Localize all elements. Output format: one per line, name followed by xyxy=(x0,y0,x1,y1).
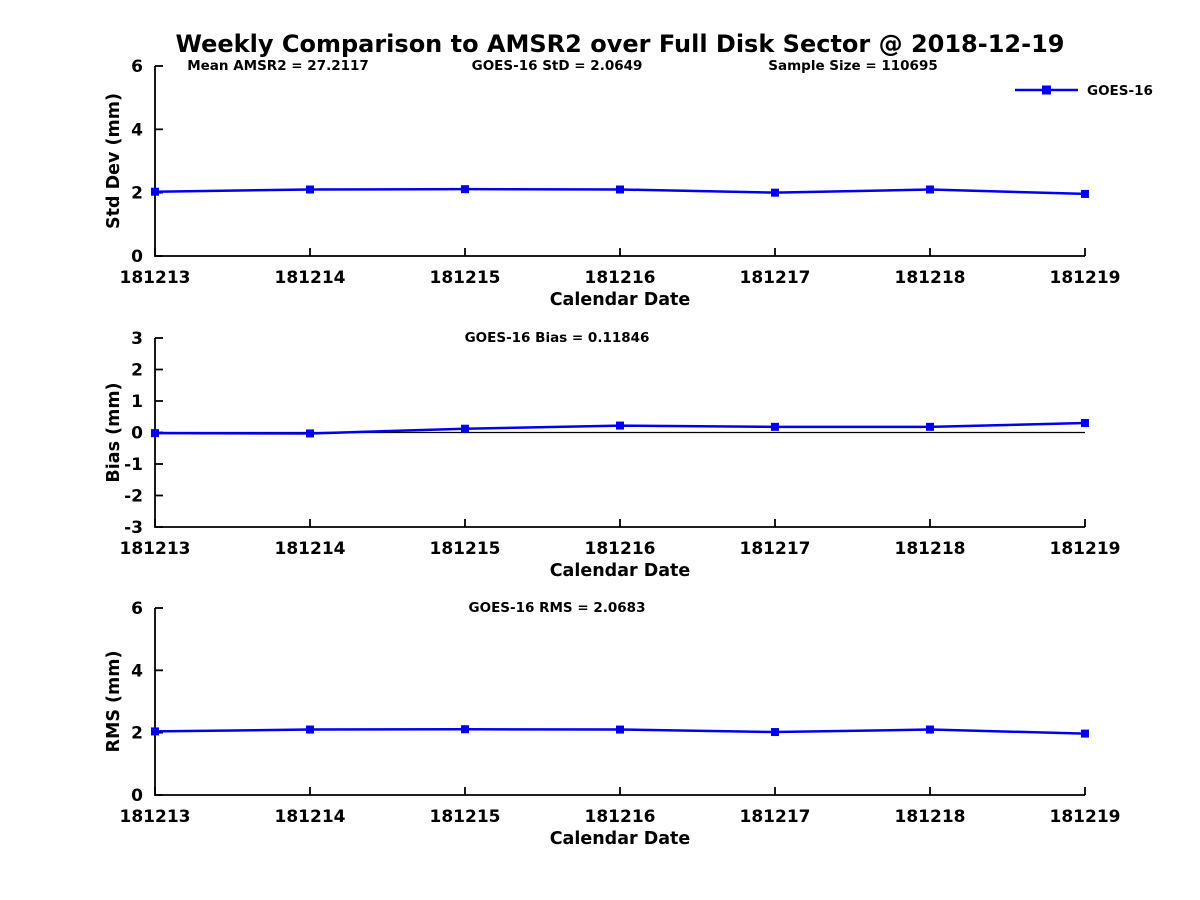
data-point-marker xyxy=(771,188,779,197)
subplot-bias: -3 -2 -1 0 1 2 3 181213 181214 181215 181216 181217… xyxy=(104,329,1120,581)
x-tick-label: 181217 xyxy=(740,268,811,288)
y-tick-label: 2 xyxy=(131,184,143,204)
data-point-marker xyxy=(771,728,779,737)
x-tick-label: 181218 xyxy=(895,268,966,288)
x-tick-label: 181213 xyxy=(120,268,191,288)
data-point-marker xyxy=(926,725,934,734)
y-tick-label: -1 xyxy=(124,455,143,475)
x-tick-label: 181213 xyxy=(120,539,191,559)
y-tick-label: 0 xyxy=(131,247,143,267)
x-tick-label: 181219 xyxy=(1050,268,1121,288)
legend-label: GOES-16 xyxy=(1087,83,1153,99)
data-point-marker xyxy=(151,429,159,438)
subplot-std-dev: 0 2 4 6 181213 181214 181215 181216 181217 181218… xyxy=(104,57,1153,310)
y-axis-label: RMS (mm) xyxy=(104,650,124,752)
data-point-marker xyxy=(461,725,469,734)
y-tick-label: 4 xyxy=(131,120,143,140)
x-tick-label: 181217 xyxy=(740,539,811,559)
y-axis-label: Std Dev (mm) xyxy=(104,93,124,229)
y-tick-label: 1 xyxy=(131,392,143,412)
y-tick-label: 3 xyxy=(131,329,143,349)
y-tick-label: 2 xyxy=(131,724,143,744)
data-point-marker xyxy=(461,424,469,433)
y-tick-label: 2 xyxy=(131,361,143,381)
data-point-marker xyxy=(1081,419,1089,428)
y-tick-label: 4 xyxy=(131,661,143,681)
y-tick-label: 0 xyxy=(131,786,143,806)
x-tick-label: 181218 xyxy=(895,807,966,827)
x-tick-label: 181216 xyxy=(585,539,656,559)
x-tick-label: 181219 xyxy=(1050,539,1121,559)
data-point-marker xyxy=(151,727,159,736)
annotation: GOES-16 RMS = 2.0683 xyxy=(469,600,646,616)
data-point-marker xyxy=(151,187,159,196)
data-point-marker xyxy=(461,185,469,194)
x-tick-label: 181214 xyxy=(275,268,346,288)
x-tick-label: 181219 xyxy=(1050,807,1121,827)
y-tick-label: 6 xyxy=(131,57,143,77)
axes-spines xyxy=(154,608,1085,796)
y-tick-label: -2 xyxy=(124,487,143,507)
annotation: GOES-16 StD = 2.0649 xyxy=(472,58,643,74)
x-tick-label: 181216 xyxy=(585,807,656,827)
axes-spines xyxy=(154,66,1085,257)
data-point-marker xyxy=(1081,729,1089,738)
legend-marker xyxy=(1042,85,1051,95)
data-point-marker xyxy=(616,185,624,194)
x-tick-label: 181218 xyxy=(895,539,966,559)
figure-title: Weekly Comparison to AMSR2 over Full Dis… xyxy=(175,30,1065,58)
data-point-marker xyxy=(306,185,314,194)
y-tick-label: -3 xyxy=(124,518,143,538)
x-axis-label: Calendar Date xyxy=(550,561,691,581)
x-tick-label: 181213 xyxy=(120,807,191,827)
data-point-marker xyxy=(926,185,934,194)
data-point-marker xyxy=(926,422,934,431)
x-tick-label: 181214 xyxy=(275,539,346,559)
data-point-marker xyxy=(1081,189,1089,198)
y-axis-label: Bias (mm) xyxy=(104,382,124,482)
x-tick-label: 181215 xyxy=(430,807,501,827)
x-tick-label: 181214 xyxy=(275,807,346,827)
y-tick-label: 0 xyxy=(131,424,143,444)
annotation: GOES-16 Bias = 0.11846 xyxy=(465,330,650,346)
y-tick-label: 6 xyxy=(131,599,143,619)
annotation: Sample Size = 110695 xyxy=(768,58,937,74)
legend: GOES-16 xyxy=(1015,83,1153,99)
subplot-rms: 0 2 4 6 181213 181214 181215 181216 181217 181218… xyxy=(104,599,1120,849)
data-point-marker xyxy=(771,422,779,431)
x-tick-label: 181215 xyxy=(430,539,501,559)
data-point-marker xyxy=(306,429,314,438)
x-tick-label: 181215 xyxy=(430,268,501,288)
x-axis-label: Calendar Date xyxy=(550,290,691,310)
data-point-marker xyxy=(306,725,314,734)
data-point-marker xyxy=(616,725,624,734)
x-axis-label: Calendar Date xyxy=(550,829,691,849)
x-tick-label: 181217 xyxy=(740,807,811,827)
x-tick-label: 181216 xyxy=(585,268,656,288)
data-point-marker xyxy=(616,421,624,430)
annotation: Mean AMSR2 = 27.2117 xyxy=(187,58,369,74)
